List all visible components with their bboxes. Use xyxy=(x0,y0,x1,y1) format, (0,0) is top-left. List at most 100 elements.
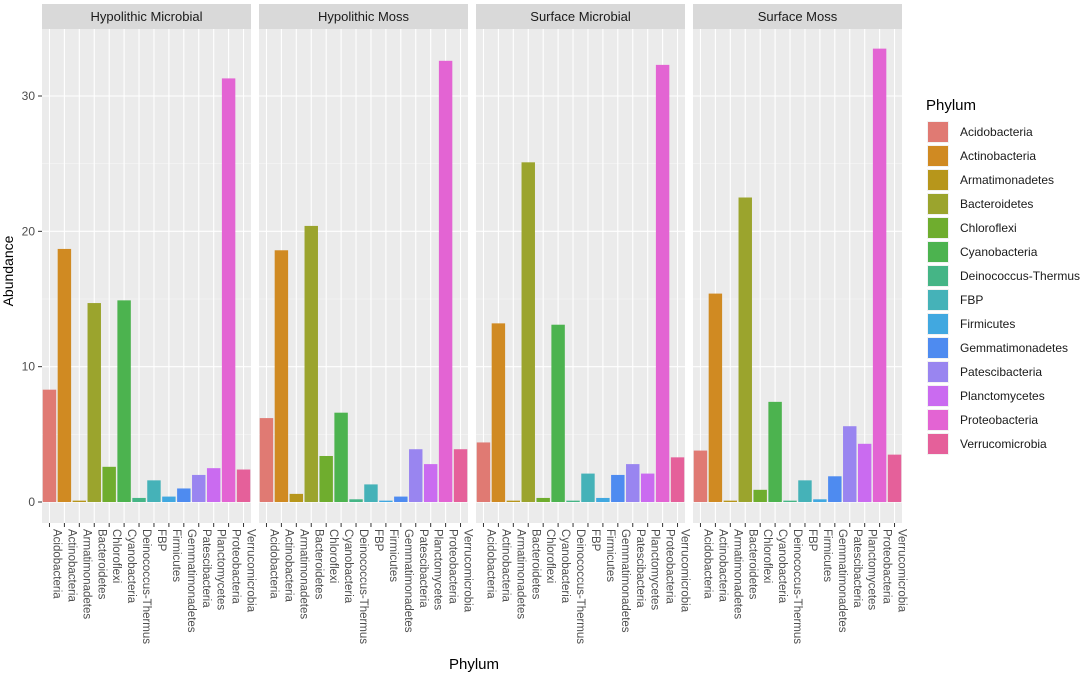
x-tick-label: Proteobacteria xyxy=(664,529,676,604)
facet-strip xyxy=(693,4,902,29)
facet-title: Surface Microbial xyxy=(530,9,631,24)
x-tick-label: FBP xyxy=(372,529,384,552)
x-tick-label: Patescibacteria xyxy=(634,529,646,608)
bar xyxy=(828,476,842,502)
panel-background xyxy=(693,29,902,523)
bar xyxy=(102,466,116,502)
x-tick-label: Deinococcus-Thermus xyxy=(574,529,586,644)
x-tick-label: Deinococcus-Thermus xyxy=(140,529,152,644)
x-tick-label: Planctomycetes xyxy=(649,529,661,610)
x-tick-label: Bacteroidetes xyxy=(312,529,324,600)
bar xyxy=(596,497,610,502)
facet-title: Hypolithic Moss xyxy=(318,9,410,24)
bar xyxy=(723,500,738,502)
legend: Phylum Acidobacteria Actinobacteria Armati… xyxy=(926,97,1080,455)
bar xyxy=(536,497,550,502)
bar xyxy=(753,489,767,502)
legend-swatch xyxy=(928,146,948,166)
bar xyxy=(72,500,87,502)
legend-label: Proteobacteria xyxy=(960,413,1038,427)
bar xyxy=(887,454,902,502)
y-tick-label: 0 xyxy=(28,495,35,509)
x-tick-label: FBP xyxy=(155,529,167,552)
legend-swatch xyxy=(928,194,948,214)
x-tick-label: Chloroflexi xyxy=(327,529,339,583)
bar xyxy=(221,78,236,502)
bar xyxy=(349,499,363,502)
x-tick-label: Chloroflexi xyxy=(110,529,122,583)
legend-swatch xyxy=(928,170,948,190)
legend-swatch xyxy=(928,362,948,382)
legend-label: Gemmatimonadetes xyxy=(960,341,1068,355)
x-tick-label: Deinococcus-Thermus xyxy=(357,529,369,644)
x-tick-label: Patescibacteria xyxy=(200,529,212,608)
y-axis-title: Abundance xyxy=(0,235,16,306)
bar xyxy=(491,323,506,502)
bar xyxy=(364,484,378,502)
x-tick-label: Bacteroidetes xyxy=(95,529,107,600)
bar xyxy=(872,48,887,503)
bar xyxy=(768,401,782,502)
bar xyxy=(438,60,453,503)
legend-swatch xyxy=(928,434,948,454)
bar xyxy=(334,412,348,502)
x-tick-label: Firmicutes xyxy=(387,529,399,582)
x-tick-label: Verrucomicrobia xyxy=(679,529,691,613)
facet-panel: Hypolithic Moss Acidobacteria Actinobacter… xyxy=(259,4,474,644)
bar xyxy=(394,496,408,502)
x-tick-label: Gemmatimonadetes xyxy=(836,529,848,633)
y-tick-label: 10 xyxy=(22,360,36,374)
legend-label: FBP xyxy=(960,293,983,307)
x-tick-label: Proteobacteria xyxy=(447,529,459,604)
bar xyxy=(626,464,640,502)
bar xyxy=(857,443,872,502)
bar xyxy=(57,248,72,502)
facet-panel: Surface Microbial Acidobacteria Actinobact… xyxy=(476,4,691,644)
facet-strip xyxy=(476,4,685,29)
legend-label: Patescibacteria xyxy=(960,365,1042,379)
bar xyxy=(708,293,723,502)
facet-panel: Hypolithic Microbial Acidobacteria Actinob… xyxy=(42,4,257,644)
legend-swatch xyxy=(928,338,948,358)
x-tick-label: Cyanobacteria xyxy=(559,529,571,604)
x-tick-label: Verrucomicrobia xyxy=(462,529,474,613)
facet-strip xyxy=(42,4,251,29)
x-tick-label: Gemmatimonadetes xyxy=(402,529,414,633)
bar xyxy=(162,496,176,502)
x-tick-label: Planctomycetes xyxy=(866,529,878,610)
bar xyxy=(738,197,752,502)
legend-title: Phylum xyxy=(926,97,976,114)
facet-title: Surface Moss xyxy=(758,9,838,24)
bar xyxy=(843,426,857,502)
x-tick-label: Cyanobacteria xyxy=(342,529,354,604)
bar xyxy=(192,474,206,502)
bar xyxy=(506,500,521,502)
x-tick-label: Proteobacteria xyxy=(881,529,893,604)
bar xyxy=(693,450,708,502)
x-tick-label: Actinobacteria xyxy=(65,529,77,602)
bar xyxy=(453,449,468,502)
bar xyxy=(236,469,251,502)
x-tick-label: FBP xyxy=(589,529,601,552)
x-tick-label: Gemmatimonadetes xyxy=(185,529,197,633)
bar xyxy=(581,473,595,502)
bar xyxy=(655,64,670,502)
x-tick-label: Bacteroidetes xyxy=(746,529,758,600)
panel-background xyxy=(42,29,251,523)
bar xyxy=(42,389,57,502)
x-tick-label: Actinobacteria xyxy=(282,529,294,602)
bar xyxy=(611,474,625,502)
legend-label: Bacteroidetes xyxy=(960,197,1033,211)
x-tick-label: Armatimonadetes xyxy=(80,529,92,619)
bar xyxy=(117,300,131,502)
x-tick-label: Actinobacteria xyxy=(499,529,511,602)
x-tick-label: Chloroflexi xyxy=(544,529,556,583)
x-tick-label: Armatimonadetes xyxy=(731,529,743,619)
legend-label: Chloroflexi xyxy=(960,221,1017,235)
bar xyxy=(423,464,438,502)
x-tick-label: Cyanobacteria xyxy=(125,529,137,604)
bar xyxy=(289,493,304,502)
x-tick-label: Patescibacteria xyxy=(417,529,429,608)
legend-label: Acidobacteria xyxy=(960,125,1033,139)
